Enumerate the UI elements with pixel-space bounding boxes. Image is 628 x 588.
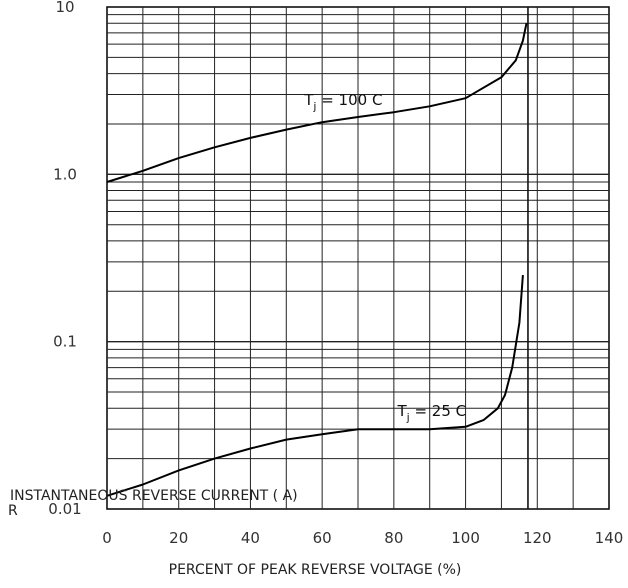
x-tick-label: 0 <box>102 529 112 547</box>
x-tick-label: 100 <box>451 529 480 547</box>
y-axis-label-prefix: R <box>8 503 18 519</box>
series-label-tj-100: Tj = 100 C <box>303 91 382 113</box>
y-tick-label: 1.0 <box>53 165 77 183</box>
x-axis-label: PERCENT OF PEAK REVERSE VOLTAGE (%) <box>169 562 462 578</box>
x-tick-label: 140 <box>595 529 624 547</box>
x-tick-labels: 0 20 40 60 80 100 120 140 <box>102 529 623 547</box>
x-tick-label: 20 <box>169 529 188 547</box>
series-label-tj-25-rest: = 25 C <box>410 402 466 420</box>
series-label-tj-100-main: T <box>303 91 314 109</box>
x-tick-label: 40 <box>241 529 260 547</box>
x-tick-label: 60 <box>313 529 332 547</box>
chart-grid <box>106 6 610 510</box>
y-tick-labels: 10 1.0 0.1 0.01 <box>48 0 81 518</box>
y-tick-label: 0.01 <box>48 500 81 518</box>
series-label-tj-25: Tj = 25 C <box>396 402 466 424</box>
series-label-tj-25-main: T <box>396 402 407 420</box>
series-label-tj-25-sub: j <box>406 411 410 424</box>
series-label-tj-100-sub: j <box>312 100 316 113</box>
series-label-tj-100-rest: = 100 C <box>316 91 382 109</box>
x-tick-label: 120 <box>523 529 552 547</box>
y-axis-label: INSTANTANEOUS REVERSE CURRENT ( A) <box>10 488 298 504</box>
y-tick-label: 10 <box>55 0 74 16</box>
x-tick-label: 80 <box>384 529 403 547</box>
series-line-1 <box>106 275 524 497</box>
chart-curves <box>106 22 528 497</box>
y-tick-label: 0.1 <box>53 333 77 351</box>
series-line-0 <box>106 22 528 183</box>
